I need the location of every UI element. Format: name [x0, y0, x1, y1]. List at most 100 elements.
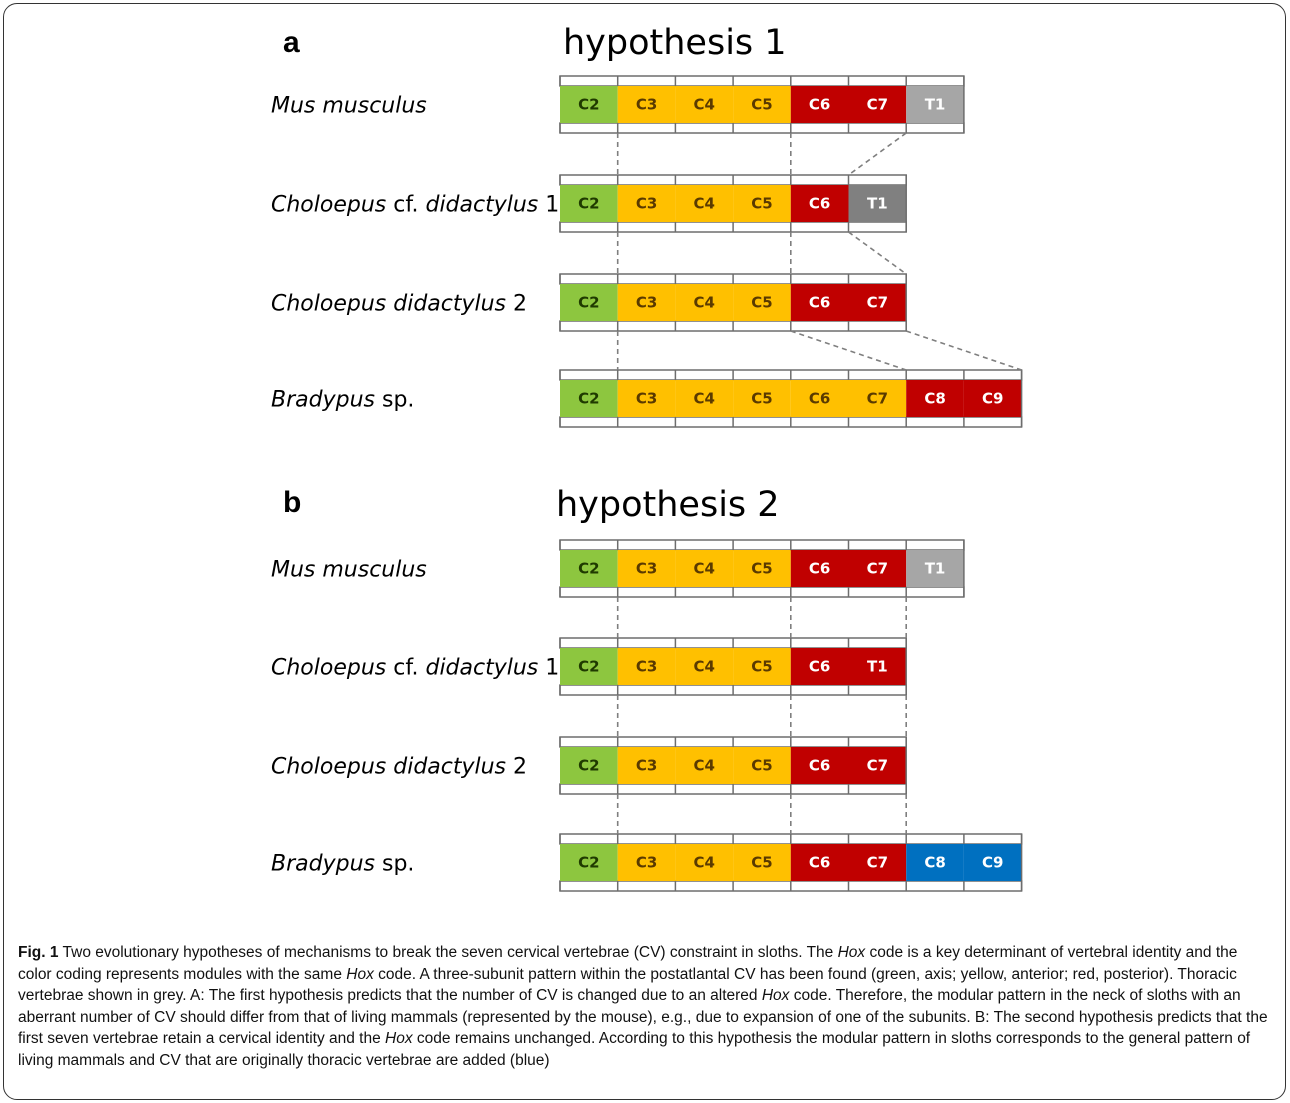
dashed-connector — [905, 330, 1022, 371]
vertebra-c3: C3 — [616, 76, 676, 133]
figure-caption: Fig. 1 Two evolutionary hypotheses of me… — [18, 944, 1268, 1069]
vertebra-c7: C7 — [847, 737, 907, 794]
vertebra-label: C7 — [867, 96, 888, 114]
vertebra-label: T1 — [867, 195, 888, 213]
vertebra-fill — [675, 185, 734, 222]
vertebra-label: C2 — [578, 560, 599, 578]
vertebra-label: C5 — [751, 96, 772, 114]
vertebra-label: T1 — [925, 560, 946, 578]
vertebra-fill — [560, 844, 618, 881]
species-row: Choloepus didactylus 2 C2 C3 C4 C5 C6 C7 — [271, 736, 907, 795]
vertebra-label: C6 — [809, 390, 830, 408]
vertebra-c3: C3 — [616, 540, 676, 597]
vertebra-fill — [906, 86, 964, 123]
vertebra-c7: C7 — [847, 540, 907, 597]
vertebra-fill — [790, 185, 849, 222]
species-name: Bradypus sp. — [271, 388, 414, 413]
vertebra-label: C2 — [578, 757, 599, 775]
hypothesis-title: hypothesis 2 — [556, 485, 780, 525]
species-name: Choloepus didactylus 2 — [271, 292, 527, 317]
species-row: Mus musculus C2 C3 C4 C5 C6 C7 T1 — [271, 539, 965, 598]
vertebra-label: C7 — [867, 390, 888, 408]
vertebra-label: C6 — [809, 658, 830, 676]
species-row: Bradypus sp. C2 C3 C4 C5 C6 C7 C8 C9 — [271, 833, 1023, 892]
vertebra-c2: C2 — [559, 540, 618, 597]
vertebra-label: C6 — [809, 294, 830, 312]
vertebra-label: C2 — [578, 294, 599, 312]
vertebra-label: C9 — [982, 854, 1003, 872]
vertebra-fill — [675, 86, 734, 123]
vertebra-fill — [790, 284, 849, 321]
vertebra-fill — [675, 550, 734, 587]
vertebra-c3: C3 — [616, 274, 676, 331]
dashed-connector — [848, 132, 907, 176]
vertebra-label: C5 — [751, 560, 772, 578]
vertebra-label: C4 — [694, 96, 715, 114]
vertebra-c4: C4 — [674, 76, 734, 133]
vertebra-fill — [617, 284, 676, 321]
vertebra-c7: C7 — [847, 370, 907, 427]
figure-frame — [3, 3, 1286, 1100]
vertebra-fill — [848, 185, 907, 222]
vertebra-label: C4 — [694, 390, 715, 408]
species-name: Choloepus didactylus 2 — [271, 755, 527, 780]
vertebra-c2: C2 — [559, 274, 618, 331]
dashed-connector — [790, 330, 907, 371]
vertebra-label: C7 — [867, 854, 888, 872]
vertebra-label: C5 — [751, 757, 772, 775]
vertebra-c3: C3 — [616, 737, 676, 794]
vertebra-label: C3 — [636, 560, 657, 578]
vertebra-c4: C4 — [674, 638, 734, 695]
vertebra-fill — [675, 648, 734, 685]
vertebra-fill — [790, 747, 849, 784]
vertebra-label: C2 — [578, 854, 599, 872]
species-name: Mus musculus — [271, 558, 427, 583]
vertebra-fill — [617, 185, 676, 222]
vertebra-c4: C4 — [674, 737, 734, 794]
vertebra-label: C6 — [809, 195, 830, 213]
vertebra-c3: C3 — [616, 370, 676, 427]
vertebra-fill — [560, 284, 618, 321]
vertebra-c6: C6 — [790, 540, 849, 597]
species-row: Mus musculus C2 C3 C4 C5 C6 C7 T1 — [271, 75, 965, 134]
species-row: Choloepus cf. didactylus 1 C2 C3 C4 C5 C6 T1 — [271, 174, 907, 233]
species-row: Bradypus sp. C2 C3 C4 C5 C6 C7 C8 C9 — [271, 369, 1023, 428]
vertebra-c3: C3 — [616, 638, 676, 695]
vertebra-c7: C7 — [847, 274, 907, 331]
vertebra-label: C2 — [578, 195, 599, 213]
bottom-band — [559, 586, 965, 598]
vertebra-fill — [906, 550, 964, 587]
vertebra-label: C3 — [636, 195, 657, 213]
vertebra-label: C3 — [636, 294, 657, 312]
vertebra-c2: C2 — [559, 76, 618, 133]
vertebra-label: C6 — [809, 757, 830, 775]
vertebra-label: C4 — [694, 658, 715, 676]
vertebra-fill — [560, 747, 618, 784]
vertebra-t1: T1 — [847, 638, 907, 695]
vertebra-c6: C6 — [790, 175, 849, 232]
vertebra-c5: C5 — [732, 274, 791, 331]
top-band — [559, 75, 965, 87]
vertebra-label: C5 — [751, 390, 772, 408]
vertebra-label: C4 — [694, 294, 715, 312]
vertebra-c2: C2 — [559, 175, 618, 232]
vertebra-t1: T1 — [847, 175, 907, 232]
top-band — [559, 539, 965, 551]
vertebra-fill — [790, 380, 849, 417]
vertebra-fill — [617, 86, 676, 123]
vertebra-fill — [617, 648, 676, 685]
vertebra-c3: C3 — [616, 175, 676, 232]
vertebra-label: C2 — [578, 96, 599, 114]
vertebra-fill — [560, 648, 618, 685]
vertebra-label: C3 — [636, 854, 657, 872]
vertebra-label: C3 — [636, 757, 657, 775]
vertebra-fill — [906, 844, 964, 881]
vertebra-c6: C6 — [790, 638, 849, 695]
vertebra-c5: C5 — [732, 76, 791, 133]
vertebra-c2: C2 — [559, 370, 618, 427]
vertebra-fill — [733, 86, 791, 123]
species-name: Choloepus cf. didactylus 1 — [271, 656, 559, 681]
vertebra-c2: C2 — [559, 834, 618, 891]
